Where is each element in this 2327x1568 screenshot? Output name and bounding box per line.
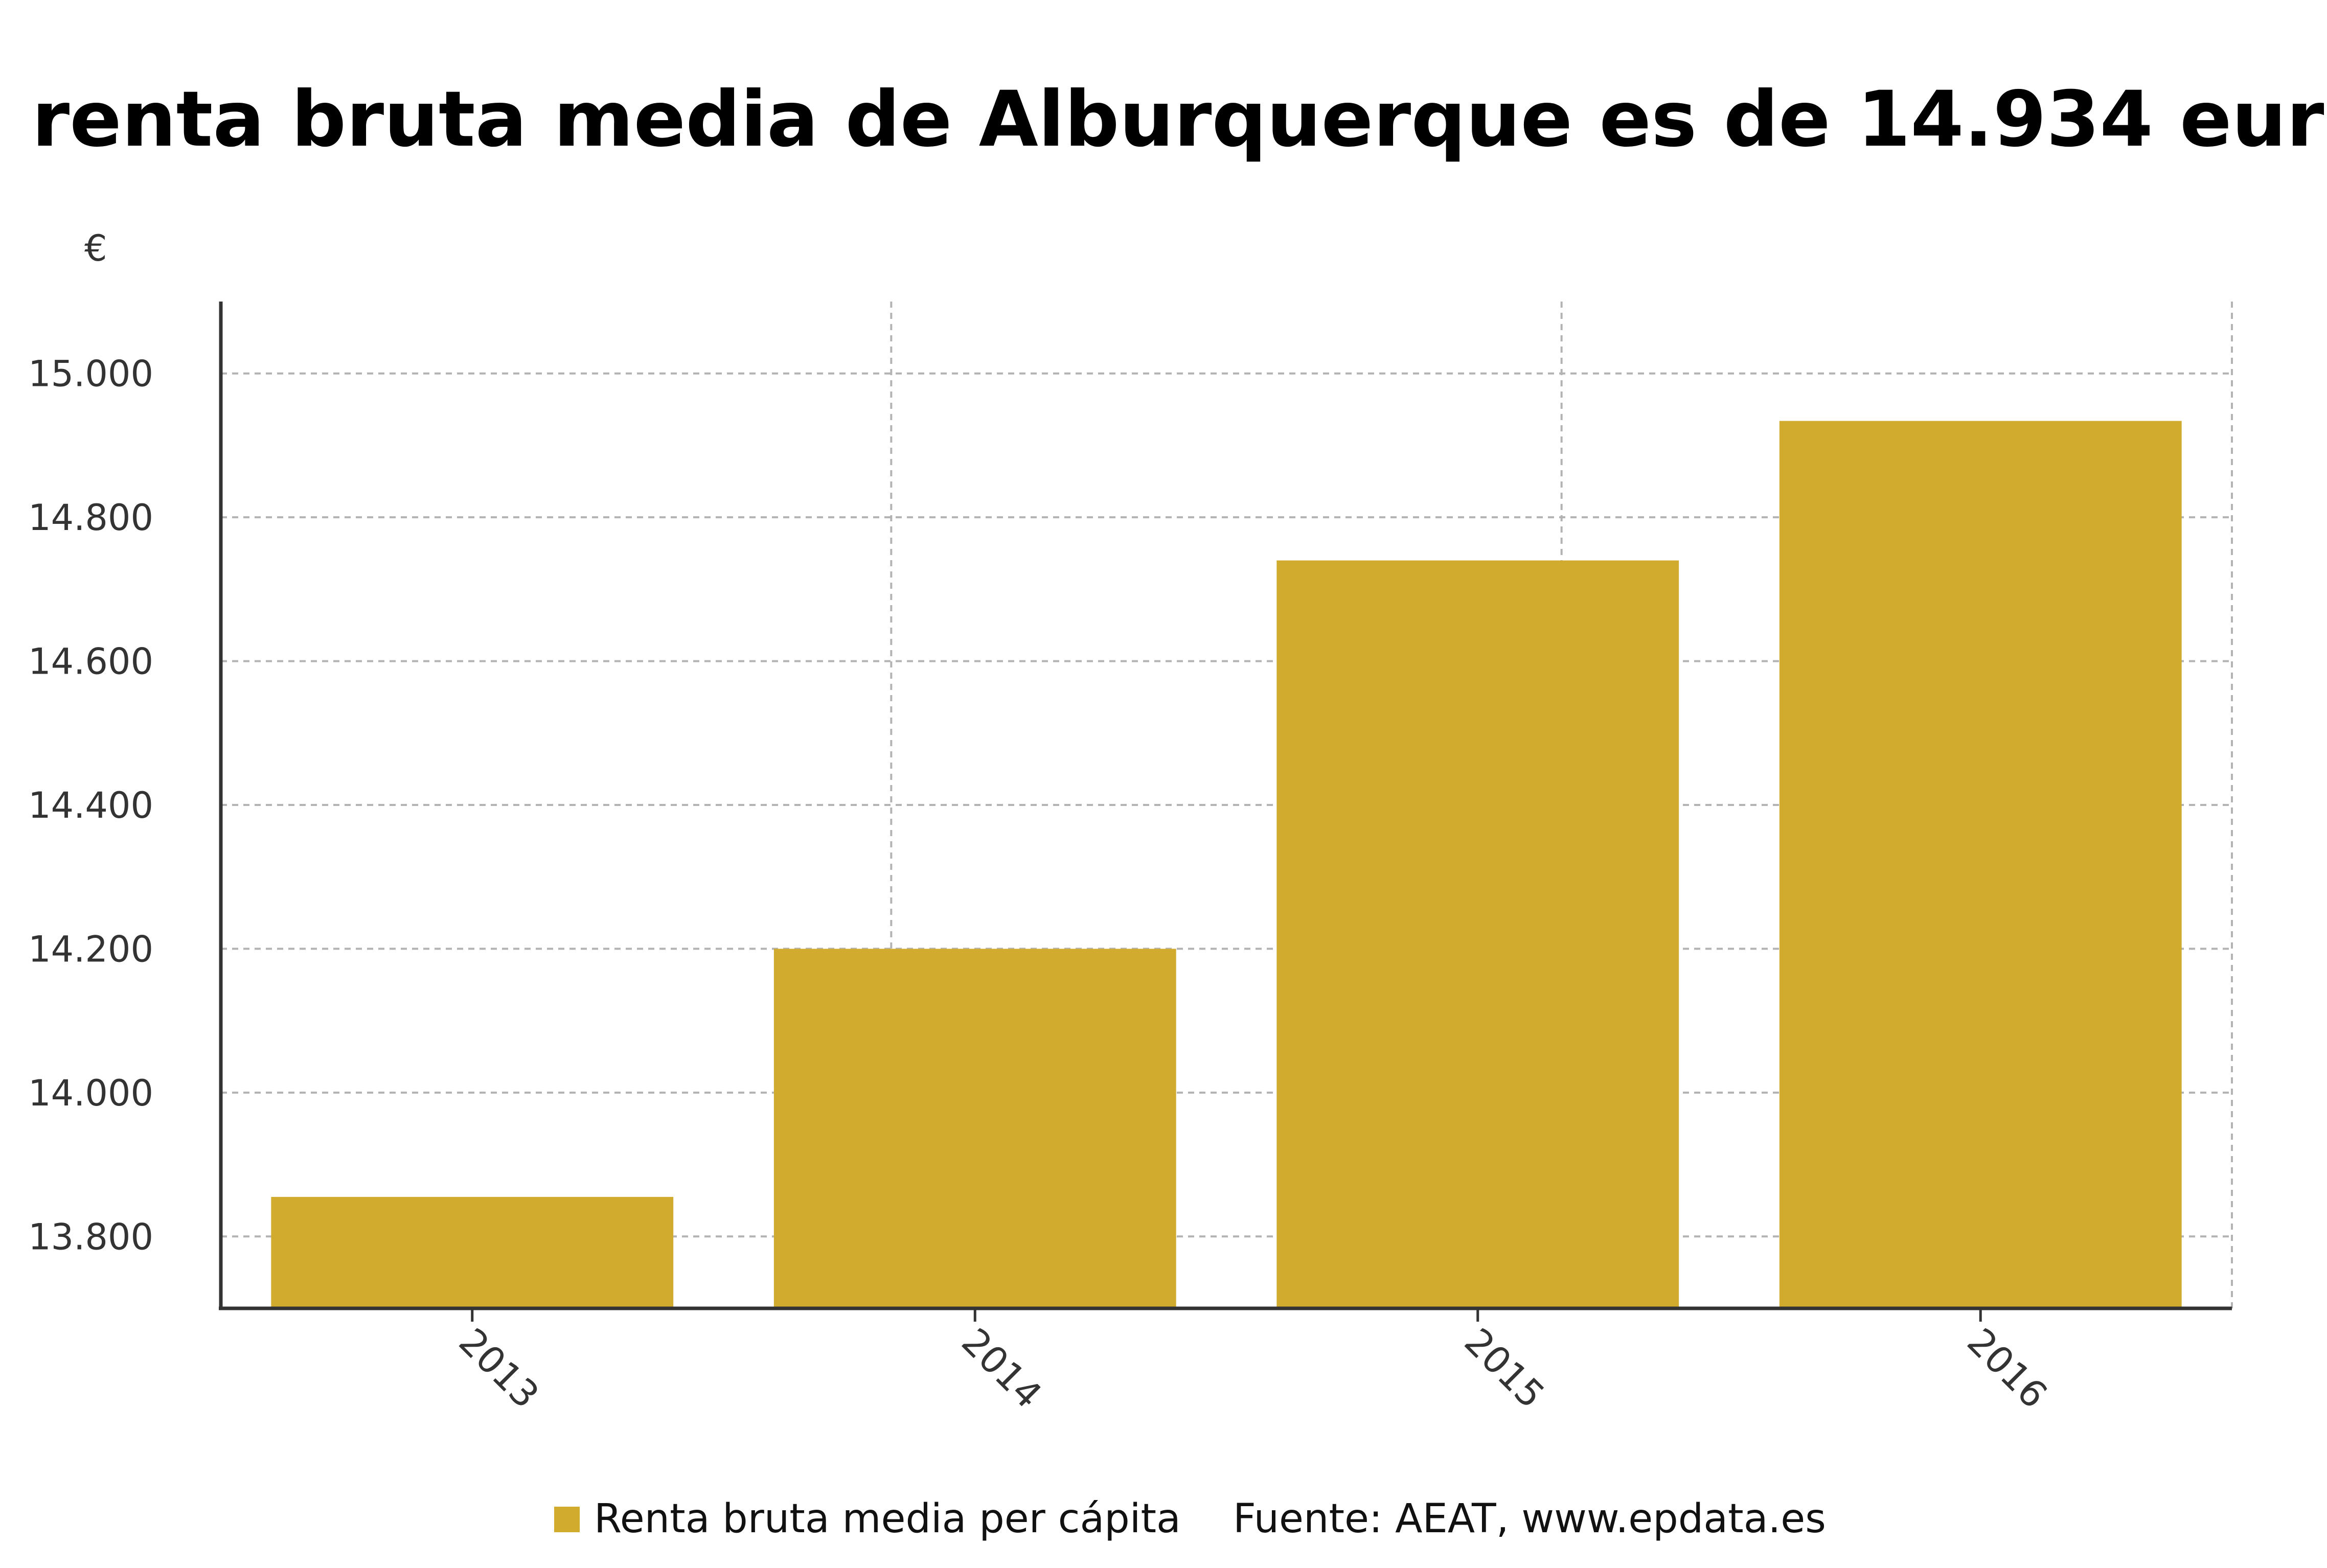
y-axis-unit: € — [84, 227, 107, 269]
bars — [271, 421, 2182, 1308]
y-tick-labels: 13.800 14.000 14.200 14.400 14.600 14.800 15.0… — [28, 353, 153, 1258]
y-tick-label: 15.000 — [28, 353, 153, 395]
bar-2014 — [773, 949, 1176, 1308]
y-tick-label: 14.600 — [28, 641, 153, 683]
y-tick-label: 13.800 — [28, 1216, 153, 1258]
legend-label: Renta bruta media per cápita — [594, 1496, 1181, 1542]
axes — [219, 302, 2232, 1322]
bar-2016 — [1779, 421, 2182, 1308]
source-label: Fuente: AEAT, www.epdata.es — [1233, 1496, 1826, 1542]
legend-swatch — [554, 1507, 580, 1532]
y-tick-label: 14.400 — [28, 785, 153, 826]
legend: Renta bruta media per cápita — [554, 1496, 1181, 1542]
x-tick-label: 2013 — [451, 1320, 547, 1417]
y-tick-label: 14.200 — [28, 928, 153, 970]
x-tick-label: 2016 — [1959, 1320, 2056, 1417]
x-tick-labels: 2013 2014 2015 2016 — [451, 1320, 2056, 1417]
chart-title: La renta bruta media de Alburquerque es … — [0, 75, 2327, 164]
y-tick-label: 14.000 — [28, 1072, 153, 1114]
bar-2015 — [1276, 560, 1679, 1308]
x-tick-label: 2015 — [1456, 1320, 1553, 1417]
y-tick-label: 14.800 — [28, 497, 153, 539]
x-tick-label: 2014 — [953, 1320, 1050, 1417]
bar-2013 — [271, 1196, 674, 1308]
